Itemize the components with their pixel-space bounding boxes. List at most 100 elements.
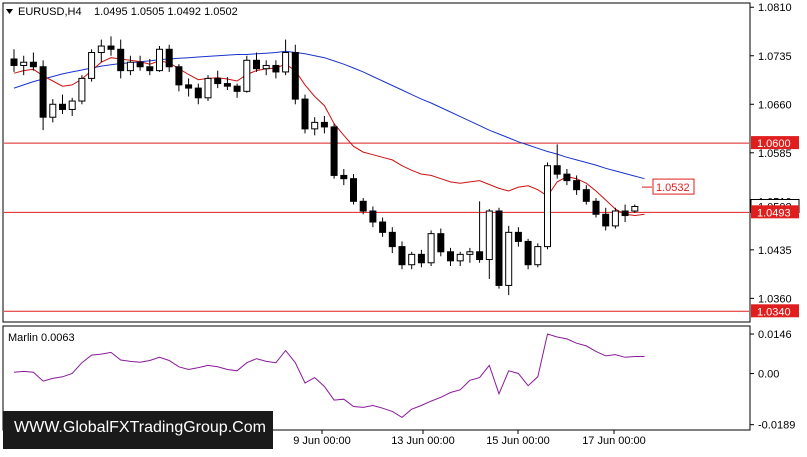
candle-body <box>582 189 590 202</box>
level-label-box-0 <box>751 136 799 150</box>
marlin-line <box>13 333 645 419</box>
candle-body <box>466 251 474 255</box>
candle-3 <box>39 60 47 131</box>
candle-54 <box>534 243 542 268</box>
indicator-title: Marlin 0.0063 <box>8 332 75 344</box>
candle-29 <box>291 44 299 105</box>
candle-56 <box>553 144 561 179</box>
candle-body <box>350 178 357 202</box>
candle-53 <box>524 238 532 270</box>
candle-16 <box>165 44 173 72</box>
candle-body <box>223 83 231 87</box>
candle-body <box>185 84 193 89</box>
candle-60 <box>592 198 600 218</box>
candle-17 <box>175 64 183 92</box>
candle-body <box>59 103 66 110</box>
candle-61 <box>602 207 610 231</box>
candle-24 <box>243 55 251 93</box>
candle-13 <box>136 55 144 71</box>
candle-body <box>126 61 134 72</box>
candle-10 <box>107 36 115 56</box>
candle-32 <box>320 115 328 134</box>
candle-body <box>204 77 212 99</box>
candle-body <box>29 61 37 68</box>
candle-body <box>117 48 125 72</box>
candle-body <box>253 59 260 70</box>
candle-body <box>534 246 542 266</box>
candle-52 <box>514 227 522 247</box>
candle-1 <box>20 55 28 76</box>
candle-body <box>49 103 57 118</box>
candle-body <box>97 45 105 54</box>
candles <box>10 36 639 296</box>
candle-body <box>611 210 619 227</box>
candle-body <box>524 240 532 266</box>
candle-body <box>447 251 454 262</box>
candle-body <box>398 246 406 266</box>
candle-body <box>146 66 154 72</box>
dropdown-triangle-icon[interactable] <box>6 9 13 14</box>
candle-body <box>10 58 18 66</box>
candle-64 <box>631 204 639 213</box>
candle-38 <box>379 217 387 237</box>
candle-body <box>408 253 416 266</box>
candle-44 <box>437 228 445 257</box>
candle-body <box>505 231 513 286</box>
candle-8 <box>88 49 96 82</box>
price-tick-label: 1.0435 <box>758 245 792 257</box>
indicator-tick-label: 0.00 <box>758 369 779 381</box>
candle-50 <box>495 207 503 289</box>
candle-48 <box>476 201 484 263</box>
candle-14 <box>146 58 154 76</box>
candle-body <box>485 210 493 261</box>
candle-40 <box>398 241 406 270</box>
candle-15 <box>156 46 163 72</box>
candle-35 <box>350 174 357 205</box>
indicator-tick-label: -0.0189 <box>758 420 795 432</box>
level-label-2: 1.0340 <box>757 306 791 318</box>
candle-45 <box>447 247 454 267</box>
price-tick-label: 1.0810 <box>758 2 792 14</box>
candle-62 <box>611 207 619 229</box>
candle-33 <box>330 123 338 179</box>
candle-21 <box>214 70 222 89</box>
candle-0 <box>10 49 18 72</box>
candle-41 <box>408 251 416 270</box>
marlin-indicator <box>13 333 645 419</box>
candle-body <box>272 64 280 73</box>
candle-36 <box>359 198 367 215</box>
candle-body <box>379 221 387 233</box>
candle-body <box>544 165 551 248</box>
candle-body <box>214 77 222 85</box>
candle-49 <box>485 209 493 279</box>
level-label-box-2 <box>751 304 799 318</box>
candle-body <box>340 174 348 180</box>
candle-body <box>417 253 425 264</box>
candle-20 <box>204 75 212 102</box>
candle-body <box>175 66 183 86</box>
candle-22 <box>223 77 231 91</box>
candle-body <box>330 126 338 176</box>
candle-2 <box>29 52 37 71</box>
candle-body <box>369 210 377 223</box>
candle-body <box>495 210 503 286</box>
watermark-text: WWW.GlobalFXTradingGroup.Com <box>14 419 266 436</box>
candle-body <box>476 251 484 261</box>
candle-59 <box>582 185 590 205</box>
candle-body <box>39 66 47 118</box>
candle-body <box>573 180 581 191</box>
candle-body <box>437 233 445 253</box>
price-tick-label: 1.0660 <box>758 99 792 111</box>
candle-body <box>553 165 561 175</box>
candle-23 <box>233 83 241 98</box>
candle-26 <box>262 60 270 76</box>
level-label-1: 1.0493 <box>757 207 791 219</box>
price-axis: 1.08101.07351.06601.05851.05101.04351.03… <box>750 2 792 305</box>
time-tick-label: 9 Jun 00:00 <box>293 435 351 447</box>
candle-body <box>311 121 319 130</box>
candle-body <box>602 213 610 227</box>
price-panel-frame <box>2 2 751 323</box>
candle-body <box>88 52 96 79</box>
